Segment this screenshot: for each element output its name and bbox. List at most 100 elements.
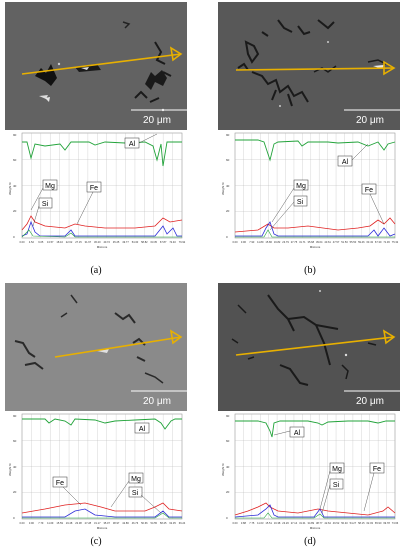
svg-text:40: 40 — [226, 184, 230, 188]
x-tick-label: 58.15 — [358, 521, 365, 525]
x-tick-label: 4.52 — [29, 240, 35, 244]
x-tick-label: 69.78 — [383, 521, 390, 525]
x-tick-label: 58.82 — [141, 240, 148, 244]
svg-text:Si: Si — [333, 482, 340, 489]
x-tick-label: 72.40 — [169, 240, 176, 244]
x-tick-label: 50.40 — [341, 521, 348, 525]
svg-text:Si: Si — [297, 199, 304, 206]
x-tick-label: 27.15 — [75, 240, 82, 244]
x-tick-label: 31.67 — [85, 240, 92, 244]
x-tick-label: 19.48 — [66, 521, 73, 525]
svg-text:60: 60 — [226, 439, 230, 443]
x-tick-label: 31.17 — [94, 521, 101, 525]
x-tick-label: 35.68 — [308, 240, 315, 244]
x-tick-label: 49.77 — [122, 240, 129, 244]
x-tick-label: 15.86 — [265, 240, 272, 244]
x-tick-label: 27.28 — [85, 521, 92, 525]
figure-panel-c: 20 μm 90 60 40 20 0 Weight % Microns 0.0… — [5, 283, 187, 531]
x-tick-label: 22.62 — [66, 240, 73, 244]
x-tick-label: 54.30 — [132, 240, 139, 244]
y-axis-label: Weight % — [8, 182, 12, 195]
svg-text:Mg: Mg — [296, 183, 306, 190]
x-tick-label: 31.01 — [299, 521, 306, 525]
svg-text:Fe: Fe — [373, 466, 381, 473]
y-axis-label: Weight % — [221, 182, 225, 195]
label-fe: Fe — [52, 476, 82, 506]
svg-text:Si: Si — [42, 201, 49, 208]
svg-text:90: 90 — [13, 414, 17, 418]
sem-micrograph: 20 μm — [218, 283, 400, 411]
x-tick-label: 67.87 — [160, 240, 167, 244]
x-tick-label: 46.52 — [333, 521, 340, 525]
sem-micrograph: 20 μm — [5, 2, 187, 130]
svg-text:60: 60 — [226, 158, 230, 162]
svg-text:Mg: Mg — [45, 183, 55, 190]
x-tick-label: 54.55 — [151, 521, 158, 525]
x-axis-label: Microns — [97, 245, 108, 249]
svg-text:20: 20 — [13, 209, 17, 213]
figure-panel-d: 20 μm 90 60 40 20 0 Weight % Microns 0.0… — [218, 283, 400, 531]
x-tick-label: 11.89 — [257, 240, 264, 244]
svg-text:0: 0 — [226, 516, 228, 520]
al-series — [235, 420, 395, 438]
x-tick-label: 23.26 — [282, 521, 289, 525]
x-tick-label: 0.00 — [232, 240, 238, 244]
x-tick-label: 7.75 — [249, 521, 255, 525]
eds-line-scan-chart: 90 60 40 20 0 Weight % Microns 0.00 4.52 9… — [8, 132, 186, 249]
x-tick-label: 38.77 — [316, 521, 323, 525]
x-tick-label: 19.82 — [274, 240, 281, 244]
svg-text:Fe: Fe — [365, 187, 373, 194]
fe-series — [21, 215, 183, 231]
x-tick-label: 75.32 — [392, 240, 399, 244]
si-series — [21, 229, 182, 238]
x-tick-label: 76.92 — [179, 240, 186, 244]
figure-panel-b: 20 μm 90 60 40 20 0 Weight % Microns 0.0… — [218, 2, 400, 250]
label-al: Al — [134, 422, 150, 434]
x-tick-label: 47.57 — [333, 240, 340, 244]
x-tick-label: 43.61 — [324, 240, 331, 244]
svg-text:40: 40 — [13, 184, 17, 188]
x-tick-label: 38.97 — [113, 521, 120, 525]
svg-text:Fe: Fe — [56, 480, 64, 487]
x-tick-label: 54.27 — [350, 521, 357, 525]
x-tick-label: 51.53 — [341, 240, 348, 244]
svg-text:60: 60 — [13, 439, 17, 443]
label-mg: Mg — [110, 472, 144, 508]
x-tick-label: 13.57 — [47, 240, 54, 244]
al-series — [235, 139, 396, 162]
mg-series — [21, 220, 182, 237]
x-tick-label: 0.00 — [19, 521, 25, 525]
caption-c: (c) — [90, 536, 102, 547]
x-tick-label: 18.10 — [56, 240, 63, 244]
label-al: Al — [124, 133, 158, 149]
svg-text:0: 0 — [13, 516, 15, 520]
eds-line-scan-chart: 90 60 40 20 0 Weight % Microns 0.00 3.96 7… — [221, 132, 399, 249]
al-series — [22, 141, 182, 167]
x-tick-label: 15.59 — [56, 521, 63, 525]
svg-text:90: 90 — [13, 133, 17, 137]
x-tick-label: 7.79 — [38, 521, 44, 525]
x-tick-label: 65.90 — [375, 521, 382, 525]
x-tick-label: 42.86 — [122, 521, 129, 525]
label-al: Al — [337, 143, 369, 167]
svg-text:Mg: Mg — [131, 476, 141, 483]
x-tick-label: 55.50 — [350, 240, 357, 244]
x-tick-label: 31.71 — [299, 240, 306, 244]
eds-line-scan-chart: 90 60 40 20 0 Weight % Microns 0.00 3.90 7… — [8, 413, 186, 530]
x-tick-label: 11.63 — [257, 521, 264, 525]
x-tick-label: 0.00 — [19, 240, 25, 244]
svg-text:Al: Al — [294, 430, 301, 437]
caption-b: (b) — [304, 265, 316, 276]
svg-text:Mg: Mg — [332, 466, 342, 473]
label-fe: Fe — [363, 462, 385, 512]
x-tick-label: 3.90 — [29, 521, 35, 525]
x-tick-label: 9.05 — [38, 240, 44, 244]
x-tick-label: 67.39 — [375, 240, 382, 244]
svg-text:90: 90 — [226, 414, 230, 418]
x-tick-label: 62.35 — [169, 521, 176, 525]
x-tick-label: 66.24 — [179, 521, 186, 525]
svg-text:Al: Al — [139, 426, 146, 433]
fe-series — [234, 502, 396, 516]
svg-text:Fe: Fe — [90, 185, 98, 192]
svg-text:40: 40 — [13, 465, 17, 469]
